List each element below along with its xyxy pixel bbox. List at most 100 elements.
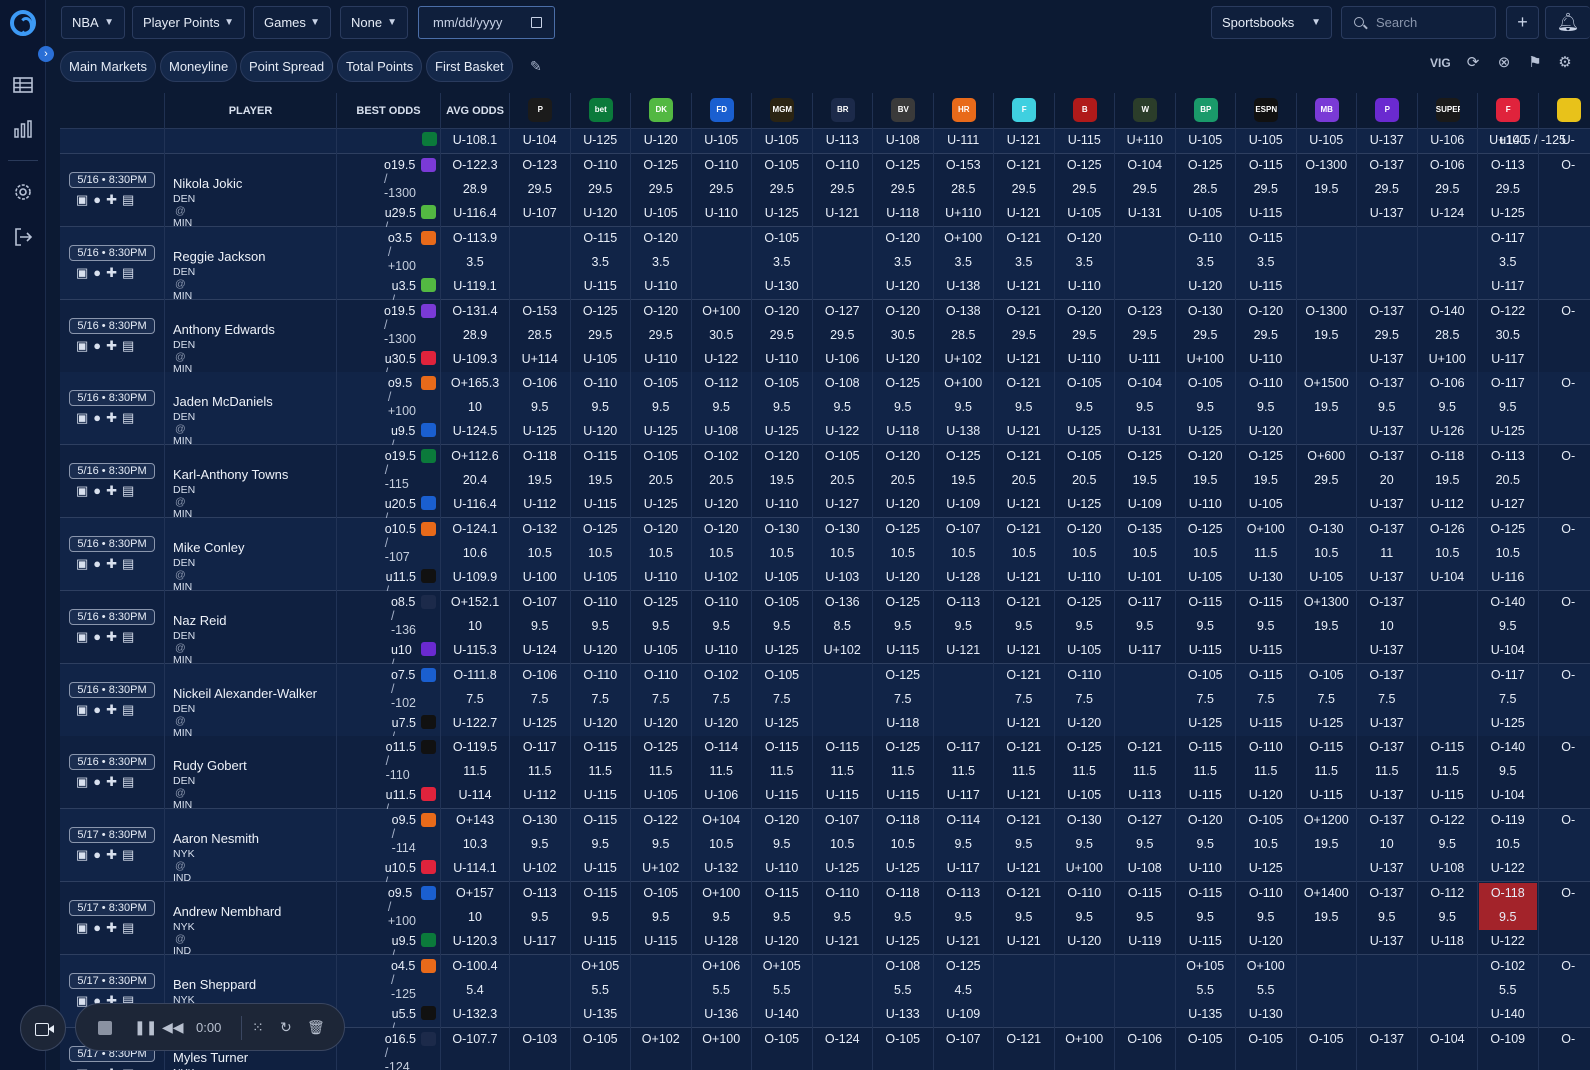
header-book[interactable]: F xyxy=(1478,93,1539,129)
odds-cell[interactable]: O-105 9.5 U-115 xyxy=(631,882,692,955)
odds-cell[interactable]: O-120 29.5 U-110 xyxy=(631,299,692,373)
odds-cell[interactable]: O-118 19.5 U-112 xyxy=(1418,445,1478,519)
pill-total-points[interactable]: Total Points xyxy=(337,51,423,82)
odds-cell[interactable]: O-125 19.5 U-109 xyxy=(1115,445,1176,519)
odds-cell[interactable]: O-115 9.5 U-115 xyxy=(1236,590,1297,664)
player-cell[interactable]: Mike Conley DEN @ MIN xyxy=(165,518,337,593)
odds-cell[interactable]: O-112 9.5 U-108 xyxy=(692,372,752,446)
odds-cell[interactable]: O-105 7.5 U-125 xyxy=(1297,663,1357,737)
odds-cell[interactable]: O-104 xyxy=(1418,1027,1478,1070)
table-icon[interactable] xyxy=(12,74,34,96)
odds-cell[interactable]: O-125 9.5 U-118 xyxy=(873,372,934,446)
odds-cell[interactable] xyxy=(1297,226,1357,300)
odds-cell[interactable]: O-130 9.5 U+100 xyxy=(1055,809,1115,883)
odds-cell[interactable]: O+100 5.5 U-130 xyxy=(1236,954,1297,1028)
odds-cell[interactable]: O-110 11.5 U-120 xyxy=(1236,736,1297,810)
odds-cell[interactable]: O-121 xyxy=(994,1027,1055,1070)
odds-cell[interactable] xyxy=(1115,226,1176,300)
odds-cell[interactable]: O-121 10.5 U-121 xyxy=(994,518,1055,591)
odds-cell[interactable]: O-113 20.5 U-127 xyxy=(1478,445,1539,519)
odds-cell[interactable]: O-130 9.5 U-102 xyxy=(510,809,571,883)
odds-cell[interactable]: O-115 9.5 U-120 xyxy=(752,882,813,955)
search-input[interactable]: Search xyxy=(1341,6,1496,39)
odds-cell[interactable]: O-140 28.5 U+100 xyxy=(1418,299,1478,373)
player-cell[interactable]: Aaron Nesmith NYK @ IND xyxy=(165,809,337,884)
player-cell[interactable]: Nickeil Alexander-Walker DEN @ MIN xyxy=(165,663,337,739)
odds-cell[interactable]: O-121 9.5 U-121 xyxy=(994,809,1055,883)
best-over[interactable]: o7.5 / -102 xyxy=(391,668,416,710)
odds-cell[interactable]: O-125 19.5 U-109 xyxy=(934,445,994,519)
odds-cell[interactable]: O-115 7.5 U-115 xyxy=(1236,663,1297,737)
odds-cell[interactable]: O-115 9.5 U-115 xyxy=(1176,590,1236,664)
game-time-badge[interactable]: 5/16 • 8:30PM xyxy=(69,608,155,625)
player-name[interactable]: Ben Sheppard xyxy=(173,976,257,992)
odds-cell[interactable]: O-123 29.5 U-107 xyxy=(510,154,571,227)
odds-cell[interactable]: O-105 9.5 U-125 xyxy=(1055,372,1115,446)
odds-cell[interactable]: O-124 xyxy=(813,1027,873,1070)
odds-cell[interactable]: O-115 29.5 U-115 xyxy=(1236,154,1297,227)
pill-first-basket[interactable]: First Basket xyxy=(426,51,513,82)
row-action-icons[interactable]: ▣●✚▤ xyxy=(76,628,140,644)
odds-cell[interactable]: O-137 xyxy=(1357,1027,1418,1070)
scope-dropdown[interactable]: Games ▼ xyxy=(253,6,331,39)
rewind-icon[interactable]: ◀◀ xyxy=(162,1019,184,1035)
odds-cell[interactable]: O-117 3.5 U-117 xyxy=(1478,226,1539,300)
header-book[interactable]: MGM xyxy=(752,93,813,129)
odds-cell[interactable]: O-107 9.5 U-124 xyxy=(510,590,571,664)
player-cell[interactable]: Andrew Nembhard NYK @ IND xyxy=(165,882,337,957)
odds-cell[interactable]: O-125 10.5 U-105 xyxy=(571,518,631,591)
odds-cell[interactable]: O-117 11.5 U-112 xyxy=(510,736,571,810)
odds-cell[interactable]: O-125 4.5 U-109 xyxy=(934,954,994,1028)
sidebar-expand-button[interactable]: › xyxy=(38,46,54,62)
odds-cell[interactable]: O+1300 19.5 xyxy=(1297,590,1357,664)
grid-icon[interactable]: ⁙ xyxy=(252,1019,264,1035)
odds-cell[interactable]: O-115 11.5 U-115 xyxy=(1418,736,1478,810)
odds-cell[interactable]: O-105 3.5 U-130 xyxy=(752,226,813,300)
row-action-icons[interactable]: ▣●✚▤ xyxy=(76,847,140,863)
pill-point-spread[interactable]: Point Spread xyxy=(240,51,334,82)
odds-cell[interactable]: O-123 29.5 U-111 xyxy=(1115,299,1176,373)
odds-cell[interactable]: O-106 9.5 U-126 xyxy=(1418,372,1478,446)
odds-cell[interactable]: O-121 9.5 U-121 xyxy=(994,372,1055,446)
row-action-icons[interactable]: ▣●✚▤ xyxy=(76,192,140,207)
odds-cell[interactable]: O-115 11.5 U-115 xyxy=(1176,736,1236,810)
league-dropdown[interactable]: NBA ▼ xyxy=(61,6,125,39)
odds-cell[interactable]: O-110 9.5 U-120 xyxy=(1236,882,1297,955)
date-input[interactable]: mm/dd/yyyy xyxy=(418,6,555,39)
odds-cell[interactable]: O-110 9.5 U-120 xyxy=(1055,882,1115,955)
odds-cell[interactable]: O-110 7.5 U-120 xyxy=(1055,663,1115,737)
odds-cell[interactable]: O-138 28.5 U+102 xyxy=(934,299,994,373)
odds-cell[interactable]: O-118 9.5 U-125 xyxy=(873,882,934,955)
odds-cell[interactable]: O-121 20.5 U-121 xyxy=(994,445,1055,519)
odds-cell[interactable]: O-105 20.5 U-125 xyxy=(1055,445,1115,519)
table-row[interactable]: 5/16 • 8:30PM ▣●✚▤ Karl-Anthony Towns DEN @ M… xyxy=(60,445,1590,539)
odds-cell[interactable] xyxy=(1418,954,1478,1028)
odds-cell[interactable]: O-121 3.5 U-121 xyxy=(994,226,1055,300)
odds-cell[interactable]: O-137 9.5 U-137 xyxy=(1357,882,1418,955)
odds-cell[interactable]: O-115 9.5 U-119 xyxy=(1115,882,1176,955)
odds-cell[interactable]: O-117 9.5 U-117 xyxy=(1115,590,1176,664)
edit-pencil-icon[interactable]: ✎ xyxy=(530,58,542,74)
odds-cell[interactable]: O-1300 19.5 xyxy=(1297,154,1357,227)
odds-cell[interactable]: O-137 9.5 U-137 xyxy=(1357,372,1418,446)
odds-cell[interactable] xyxy=(1055,954,1115,1028)
odds-cell[interactable] xyxy=(1115,663,1176,737)
odds-cell[interactable] xyxy=(1357,226,1418,300)
odds-cell[interactable]: O-122 30.5 U-117 xyxy=(1478,299,1539,373)
odds-cell[interactable]: O-125 10.5 U-120 xyxy=(873,518,934,591)
odds-cell[interactable]: O-110 9.5 U-110 xyxy=(692,590,752,664)
odds-cell[interactable]: O-122 9.5 U-108 xyxy=(1418,809,1478,883)
odds-cell[interactable]: O- xyxy=(1539,809,1590,882)
odds-cell[interactable]: O+105 5.5 U-135 xyxy=(571,954,631,1028)
odds-cell[interactable]: O-130 29.5 U+100 xyxy=(1176,299,1236,373)
table-row[interactable]: 5/16 • 8:30PM ▣●✚▤ Rudy Gobert DEN @ MIN o11.5… xyxy=(60,736,1590,830)
odds-cell[interactable]: O-126 10.5 U-104 xyxy=(1418,518,1478,591)
player-name[interactable]: Andrew Nembhard xyxy=(173,904,282,919)
header-book[interactable]: SUPERBOOK xyxy=(1418,93,1478,129)
odds-cell[interactable]: O-108 5.5 U-133 xyxy=(873,954,934,1028)
odds-cell[interactable]: O-125 29.5 U-105 xyxy=(571,299,631,373)
odds-cell[interactable]: O-110 7.5 U-120 xyxy=(571,663,631,737)
table-row[interactable]: 5/16 • 8:30PM ▣●✚▤ Nikola Jokic DEN @ MIN o19.… xyxy=(60,154,1590,248)
odds-cell[interactable]: O-105 20.5 U-125 xyxy=(631,445,692,519)
odds-cell[interactable] xyxy=(510,954,571,1028)
